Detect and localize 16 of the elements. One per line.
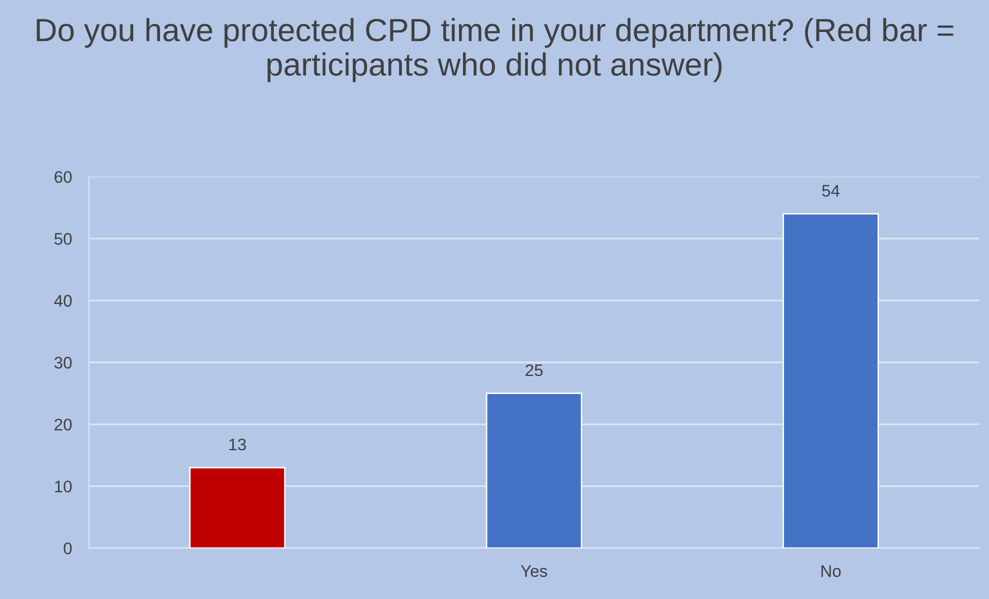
data-label: 25 [526, 364, 543, 376]
y-tick-label: 0 [64, 542, 72, 554]
y-tick-label: 50 [54, 233, 72, 245]
x-tick-label: Yes [520, 565, 548, 577]
x-tick-label: No [821, 565, 841, 577]
y-tick-label: 40 [54, 294, 72, 307]
bar [486, 392, 582, 548]
y-tick-label: 60 [54, 171, 72, 183]
y-tick-label: 10 [55, 480, 72, 492]
data-label: 54 [822, 185, 840, 197]
data-label: 13 [229, 438, 246, 450]
bar [189, 466, 286, 548]
y-tick-label: 20 [54, 418, 72, 430]
chart-title: Do you have protected CPD time in your department? (Red bar = participants who did not answer) [36, 18, 954, 82]
y-tick-label: 30 [54, 356, 72, 369]
bar [782, 213, 879, 548]
